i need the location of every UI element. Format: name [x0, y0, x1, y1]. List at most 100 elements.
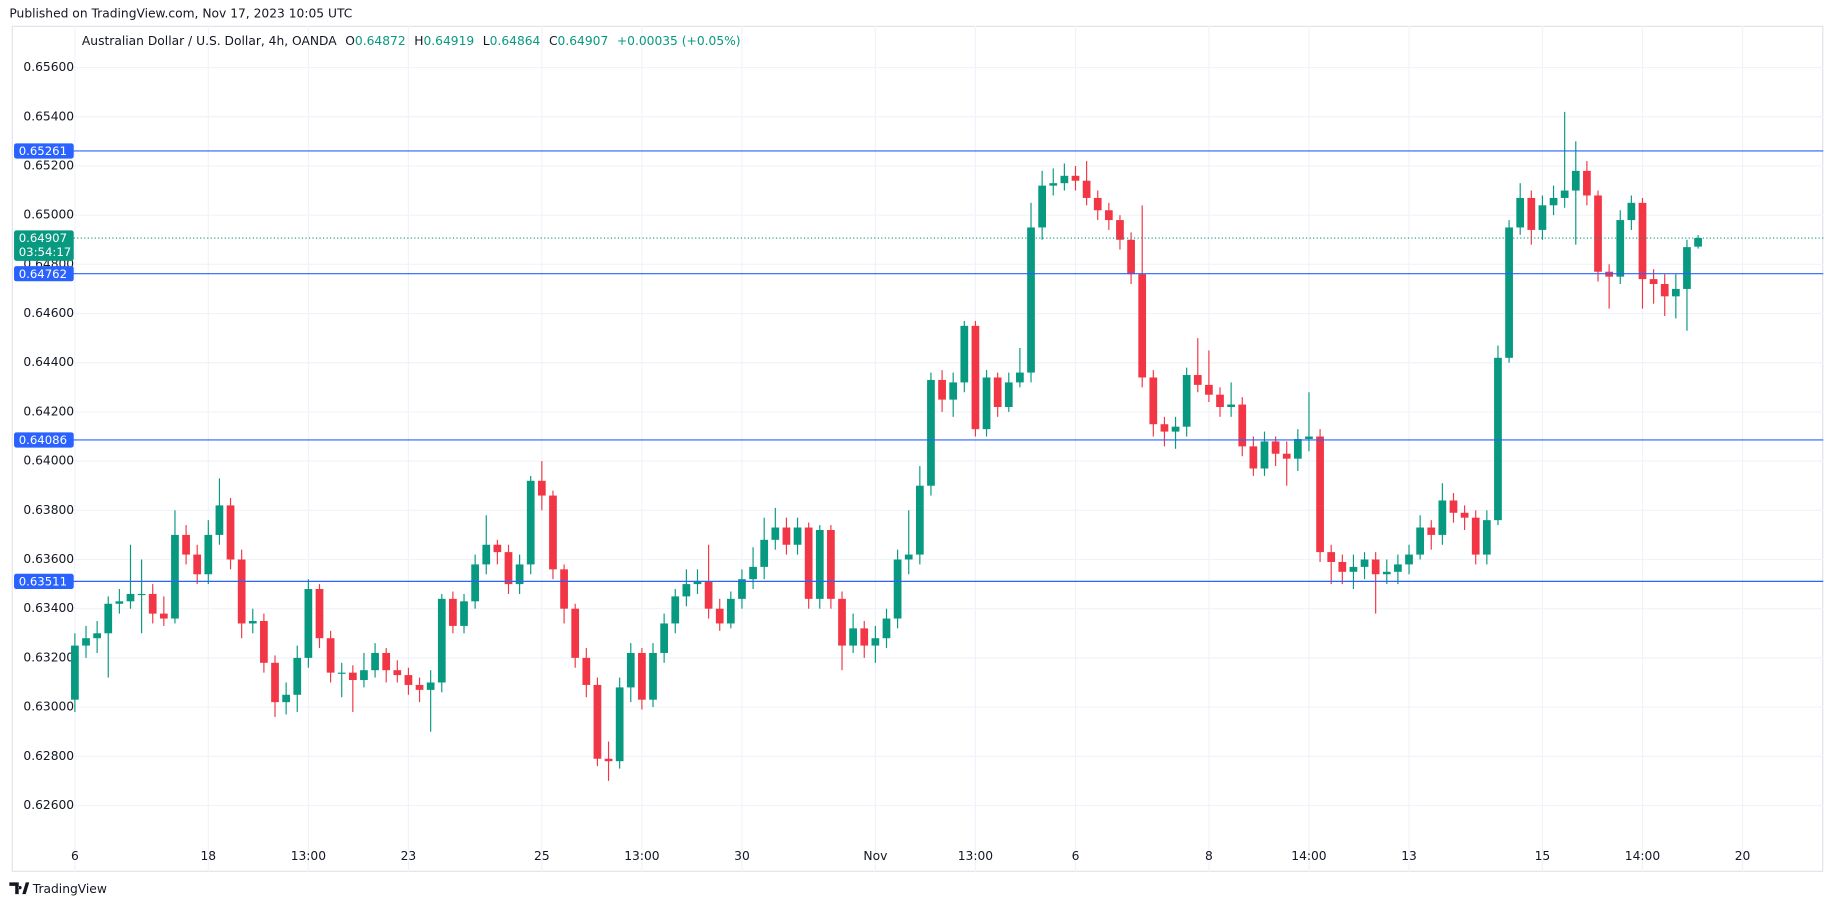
candle-body	[626, 652, 635, 688]
y-tick-label: 0.63800	[23, 503, 74, 517]
candle-body	[549, 495, 557, 570]
brand-name: TradingView	[32, 882, 107, 896]
candle-body	[226, 505, 235, 560]
y-tick-label: 0.64600	[23, 306, 74, 320]
candle-body	[1660, 284, 1669, 297]
candle-body	[326, 638, 335, 673]
candle-body	[1494, 357, 1502, 521]
x-tick-label: 13:00	[624, 849, 659, 863]
candle-body	[115, 601, 124, 604]
candle-body	[1405, 554, 1413, 565]
candle-body	[815, 529, 824, 599]
candle-body	[682, 584, 691, 597]
candle-body	[1004, 382, 1013, 408]
candle-body	[1127, 239, 1135, 275]
candle-body	[949, 382, 958, 400]
marks	[70, 111, 1824, 781]
candle-body	[1549, 197, 1558, 206]
candle-body	[1560, 190, 1569, 198]
y-tick-label: 0.65200	[23, 158, 74, 172]
candle-body	[1438, 500, 1447, 535]
candle-body	[838, 598, 846, 646]
candle-body	[1082, 180, 1091, 198]
candle-body	[449, 598, 457, 626]
candle-body	[582, 657, 591, 685]
legend-key: O	[345, 33, 355, 47]
last-price-label: 0.64907	[19, 231, 67, 245]
candle-body	[260, 620, 268, 663]
candle-body	[1671, 288, 1680, 297]
price-tag	[14, 266, 74, 282]
legend-key: L	[483, 33, 490, 47]
candle-body	[315, 589, 324, 639]
candle-body	[649, 652, 657, 700]
y-tick-label: 0.62800	[23, 749, 74, 763]
x-tick-label: 8	[1205, 849, 1213, 863]
candle-body	[938, 379, 946, 400]
candle-body	[1182, 375, 1191, 427]
candle-body	[1583, 170, 1591, 196]
y-tick-label: 0.64400	[23, 355, 74, 369]
candle-body	[1594, 195, 1602, 272]
x-tick-label: 18	[201, 849, 217, 863]
candle-body	[371, 652, 379, 671]
candle-body	[282, 694, 290, 703]
candle-body	[1093, 197, 1102, 211]
candle-body	[460, 601, 468, 626]
candle-body	[1104, 210, 1113, 221]
candle-body	[1571, 170, 1580, 191]
candle-body	[1327, 552, 1336, 562]
y-tick-label: 0.64000	[23, 454, 74, 468]
candle-body	[482, 544, 491, 565]
candle-body	[537, 480, 546, 496]
candle-body	[571, 608, 580, 658]
x-tick-label: Nov	[863, 849, 887, 863]
candle-body	[337, 672, 346, 674]
y-tick-label: 0.65400	[23, 109, 74, 123]
candle-body	[71, 645, 79, 700]
candle-body	[915, 485, 924, 555]
candle-body	[738, 579, 746, 599]
candle-body	[1449, 500, 1458, 513]
candle-body	[1316, 436, 1324, 553]
candle-body	[93, 633, 101, 639]
candle-body	[293, 657, 302, 695]
candle-body	[1271, 441, 1280, 454]
candle-body	[1016, 372, 1024, 383]
y-tick-label: 0.62600	[23, 798, 74, 812]
candle-body	[382, 652, 391, 671]
x-tick-label: 13:00	[958, 849, 993, 863]
symbol-title: Australian Dollar / U.S. Dollar, 4h, OAN…	[82, 33, 337, 47]
candle-body	[1649, 279, 1658, 285]
candle-body	[304, 589, 313, 658]
candle-body	[393, 670, 402, 676]
candle-body	[927, 379, 935, 486]
candle-body	[760, 539, 769, 567]
candle-body	[1616, 220, 1625, 277]
candle-body	[1360, 559, 1369, 567]
candle-body	[1349, 566, 1358, 572]
candle-body	[1071, 175, 1080, 181]
candle-body	[860, 628, 869, 646]
candle-body	[415, 684, 424, 690]
candle-body	[159, 613, 168, 619]
candle-body	[1305, 436, 1313, 439]
candle-body	[148, 593, 157, 614]
price-tag	[14, 432, 74, 448]
y-tick-label: 0.63400	[23, 601, 74, 615]
price-tag-label: 0.65261	[19, 144, 67, 158]
x-tick-label: 13	[1401, 849, 1417, 863]
candle-body	[1471, 517, 1480, 555]
plot-frame	[11, 25, 1824, 872]
candle-body	[1049, 183, 1058, 186]
y-tick-label: 0.64200	[23, 404, 74, 418]
candle-body	[1527, 197, 1536, 230]
candle-body	[1416, 527, 1424, 555]
candle-body	[560, 569, 568, 609]
candle-body	[82, 638, 90, 646]
candle-body	[1293, 438, 1302, 459]
candle-body	[771, 527, 780, 540]
legend-key: C	[549, 33, 558, 47]
